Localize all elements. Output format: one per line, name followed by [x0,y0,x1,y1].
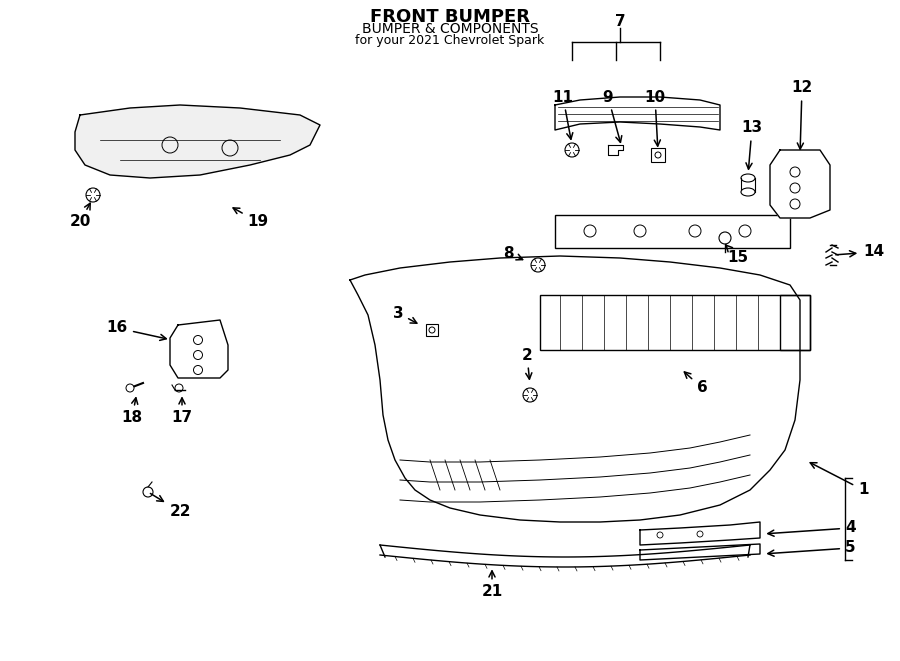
Text: 3: 3 [392,305,417,323]
Text: 20: 20 [69,203,91,229]
Text: 21: 21 [482,571,502,600]
Text: FRONT BUMPER: FRONT BUMPER [370,8,530,26]
Circle shape [126,384,134,392]
Text: 4: 4 [768,520,856,536]
Polygon shape [608,145,623,155]
Text: for your 2021 Chevrolet Spark: for your 2021 Chevrolet Spark [356,34,544,47]
Text: 16: 16 [107,321,166,340]
Bar [651,148,665,162]
Bar [426,324,438,336]
Bar [780,295,810,350]
Text: 19: 19 [233,208,268,229]
Ellipse shape [741,188,755,196]
Text: 15: 15 [726,245,749,266]
Polygon shape [170,320,228,378]
Text: 5: 5 [768,541,856,557]
Text: 10: 10 [644,89,666,146]
Circle shape [86,188,100,202]
Polygon shape [640,522,760,545]
Text: 17: 17 [171,398,193,426]
Text: 2: 2 [522,348,533,379]
Text: 7: 7 [615,15,626,30]
Text: 18: 18 [122,398,142,426]
Circle shape [719,232,731,244]
Circle shape [523,388,537,402]
Circle shape [175,384,183,392]
Circle shape [531,258,545,272]
Text: 6: 6 [684,372,707,395]
Text: 14: 14 [836,245,884,260]
Circle shape [143,487,153,497]
Polygon shape [555,97,720,130]
Text: 8: 8 [503,245,523,260]
Polygon shape [75,105,320,178]
Circle shape [565,143,579,157]
Bar [555,215,790,248]
Text: 13: 13 [742,120,762,169]
Polygon shape [770,150,830,218]
Ellipse shape [741,174,755,182]
Text: 11: 11 [553,89,573,139]
Text: 9: 9 [603,89,622,142]
Text: BUMPER & COMPONENTS: BUMPER & COMPONENTS [362,22,538,36]
Text: 1: 1 [810,463,868,498]
Polygon shape [640,544,760,560]
Text: 22: 22 [150,494,192,520]
Text: 12: 12 [791,81,813,149]
